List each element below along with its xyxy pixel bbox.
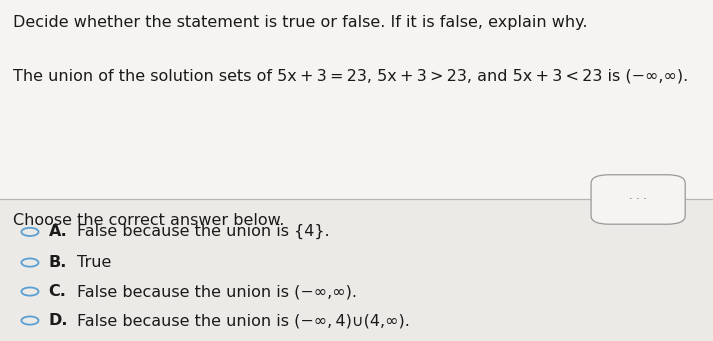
Circle shape <box>21 316 39 325</box>
Circle shape <box>21 287 39 296</box>
FancyBboxPatch shape <box>0 0 713 199</box>
Text: · · ·: · · · <box>629 194 647 205</box>
Text: Choose the correct answer below.: Choose the correct answer below. <box>13 213 284 228</box>
Text: C.: C. <box>48 284 66 299</box>
Text: False because the union is {4}.: False because the union is {4}. <box>77 224 329 239</box>
FancyBboxPatch shape <box>591 175 685 224</box>
FancyBboxPatch shape <box>0 199 713 341</box>
Text: True: True <box>77 255 111 270</box>
Text: B.: B. <box>48 255 67 270</box>
Circle shape <box>21 228 39 236</box>
Text: False because the union is (−∞,∞).: False because the union is (−∞,∞). <box>77 284 357 299</box>
Circle shape <box>21 258 39 267</box>
Text: D.: D. <box>48 313 68 328</box>
Text: A.: A. <box>48 224 67 239</box>
Text: Decide whether the statement is true or false. If it is false, explain why.: Decide whether the statement is true or … <box>13 15 588 30</box>
Text: The union of the solution sets of 5x + 3 = 23, 5x + 3 > 23, and 5x + 3 < 23 is (: The union of the solution sets of 5x + 3… <box>13 68 688 83</box>
Text: False because the union is (−∞, 4)∪(4,∞).: False because the union is (−∞, 4)∪(4,∞)… <box>77 313 410 328</box>
